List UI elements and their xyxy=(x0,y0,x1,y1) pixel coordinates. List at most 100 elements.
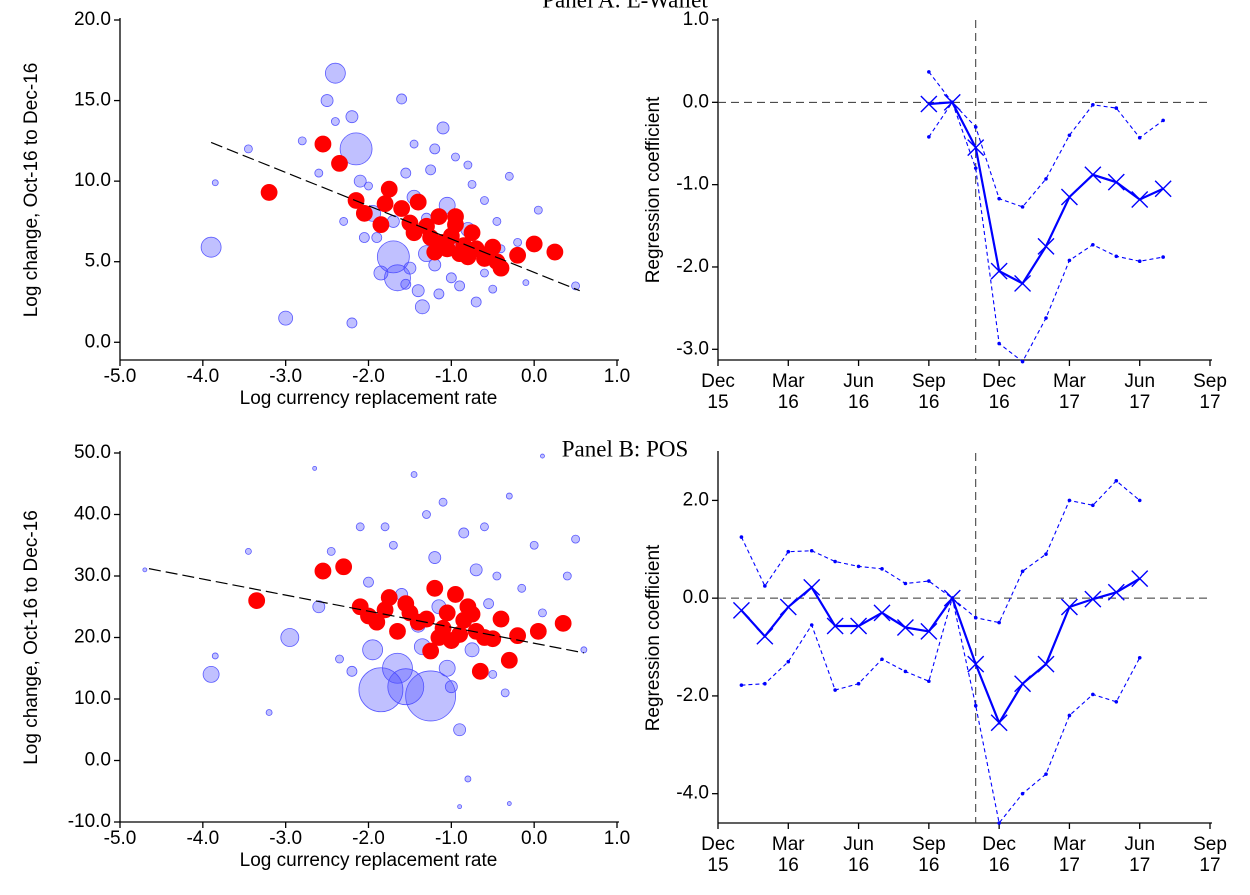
x-marker xyxy=(990,714,1008,732)
dot-marker xyxy=(856,681,861,686)
x-tick-label: Sep xyxy=(912,834,946,855)
dot-marker xyxy=(973,703,978,708)
x-tick-label: -5.0 xyxy=(104,366,137,387)
scatter-point xyxy=(324,62,346,84)
dot-marker xyxy=(833,559,837,564)
dot-marker xyxy=(763,584,767,588)
y-tick-label: 15.0 xyxy=(74,90,111,111)
scatter-point xyxy=(469,563,483,577)
scatter-point xyxy=(372,216,390,234)
x-tick-label: Sep xyxy=(912,371,946,392)
scatter-point xyxy=(506,801,512,806)
scatter-point xyxy=(355,522,365,532)
y-axis-label: Log change, Oct-16 to Dec-16 xyxy=(21,510,42,765)
x-tick-label: 16 xyxy=(778,392,799,413)
scatter-point xyxy=(562,571,572,581)
scatter-point xyxy=(358,232,370,243)
scatter-point xyxy=(362,639,384,661)
scatter-point xyxy=(426,243,444,261)
scatter-point xyxy=(380,522,390,532)
scatter-point xyxy=(355,204,373,222)
scatter-point xyxy=(471,662,489,680)
scatter-point xyxy=(492,610,510,628)
dot-marker xyxy=(1114,699,1119,704)
x-marker xyxy=(756,627,774,645)
x-marker xyxy=(896,618,914,636)
x-tick-label: -4.0 xyxy=(186,828,219,849)
scatter-point xyxy=(312,600,326,614)
dot-marker xyxy=(927,70,931,74)
scatter-point xyxy=(339,132,373,166)
scatter-point xyxy=(396,93,408,105)
x-tick-label: Sep xyxy=(1193,834,1227,855)
panel-title: Panel B: POS xyxy=(562,436,689,461)
x-tick-label: 0.0 xyxy=(521,828,547,849)
scatter-point xyxy=(382,652,413,684)
dot-marker xyxy=(1020,791,1025,796)
scatter-point xyxy=(484,238,502,256)
dot-marker xyxy=(927,679,931,684)
scatter-point xyxy=(428,551,442,564)
scatter-point xyxy=(470,296,482,308)
x-marker xyxy=(1014,274,1032,292)
dot-marker xyxy=(997,196,1001,201)
scatter-point xyxy=(339,217,349,226)
scatter-point xyxy=(447,208,464,225)
dot-marker xyxy=(1137,655,1142,660)
y-tick-label: -10.0 xyxy=(68,811,111,832)
x-axis-label: Log currency replacement rate xyxy=(240,850,498,871)
x-marker xyxy=(1037,655,1055,673)
scatter-point xyxy=(464,642,480,658)
scatter-point xyxy=(438,659,456,677)
x-marker xyxy=(826,617,844,635)
confidence-line xyxy=(741,598,1141,825)
scatter-point xyxy=(400,278,412,290)
x-tick-label: 15 xyxy=(707,392,728,413)
scatter-point xyxy=(454,280,466,292)
x-tick-label: 17 xyxy=(1199,392,1220,413)
dot-marker xyxy=(1137,135,1142,140)
scatter-point xyxy=(463,224,481,242)
scatter-point xyxy=(388,540,398,550)
x-tick-label: 17 xyxy=(1059,392,1080,413)
dot-marker xyxy=(880,567,884,571)
scatter-point xyxy=(400,167,412,179)
scatter-point xyxy=(445,272,457,284)
dot-marker xyxy=(1114,479,1119,483)
x-marker xyxy=(1037,237,1055,255)
x-tick-label: 0.0 xyxy=(521,366,547,387)
scatter-point xyxy=(467,179,477,189)
x-tick-label: -4.0 xyxy=(186,366,219,387)
dot-marker xyxy=(997,341,1001,346)
dot-marker xyxy=(1067,713,1072,718)
scatter-point xyxy=(380,180,398,198)
x-tick-label: -1.0 xyxy=(435,366,468,387)
dot-marker xyxy=(1161,118,1165,123)
scatter-point xyxy=(453,723,467,737)
dot-marker xyxy=(1114,106,1119,110)
scatter-point xyxy=(346,317,358,329)
x-tick-label: -3.0 xyxy=(269,366,302,387)
scatter-point xyxy=(353,174,367,188)
y-tick-label: -3.0 xyxy=(676,338,709,359)
scatter-point xyxy=(331,155,348,172)
dot-marker xyxy=(927,579,931,583)
x-marker xyxy=(732,601,750,619)
dot-marker xyxy=(809,548,814,553)
scatter-point xyxy=(211,179,219,187)
fit-line xyxy=(210,141,580,292)
x-tick-label: Sep xyxy=(1193,371,1227,392)
x-marker xyxy=(803,578,821,596)
x-tick-label: 16 xyxy=(918,855,939,876)
y-axis-label: Regression coefficient xyxy=(643,544,664,731)
dot-marker xyxy=(763,681,767,686)
x-tick-label: 1.0 xyxy=(604,828,630,849)
x-marker xyxy=(920,622,938,640)
scatter-point xyxy=(529,540,539,550)
dot-marker xyxy=(1161,255,1165,259)
scatter-point xyxy=(418,610,435,628)
x-marker xyxy=(1154,180,1172,198)
scatter-point xyxy=(457,804,463,810)
scatter-point xyxy=(211,652,219,660)
